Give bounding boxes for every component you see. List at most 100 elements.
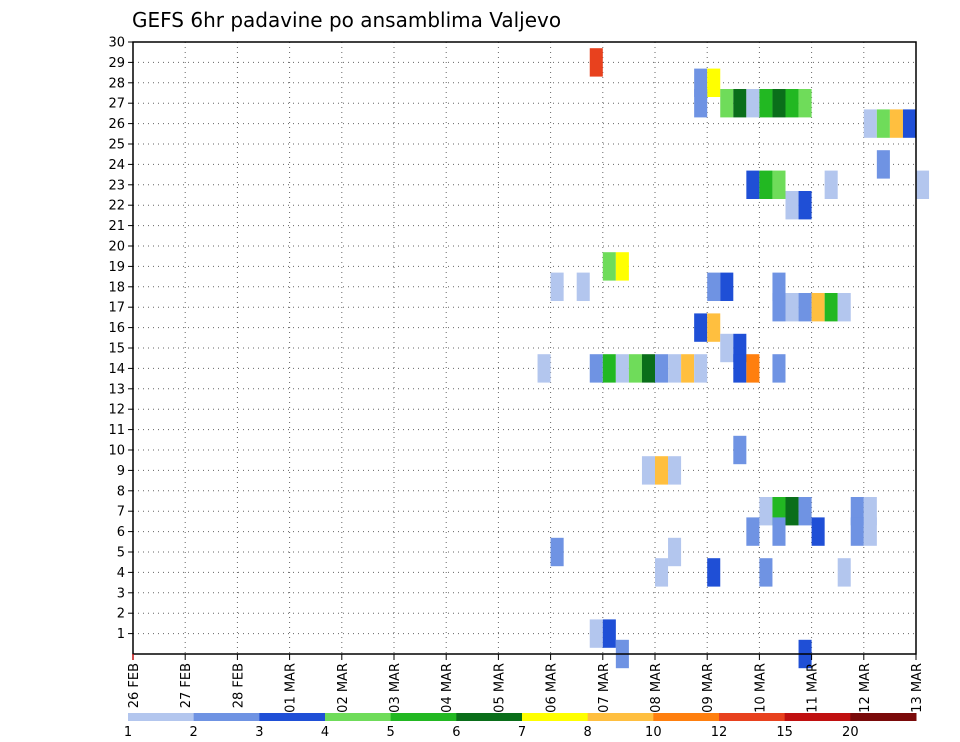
x-tick-label: 04 MAR (440, 663, 455, 713)
heatmap-cell (759, 497, 773, 526)
heatmap-cell (655, 558, 669, 587)
heatmap-cell (720, 89, 734, 118)
y-tick-label: 4 (117, 566, 125, 581)
y-tick-label: 8 (117, 484, 125, 499)
colorbar-label: 12 (711, 725, 728, 740)
y-tick-label: 29 (108, 56, 125, 71)
heatmap-cells (537, 48, 930, 669)
heatmap-cell (811, 517, 825, 546)
heatmap-cell (589, 354, 603, 383)
y-tick-label: 13 (108, 382, 125, 397)
colorbar-label: 6 (452, 725, 460, 740)
heatmap-cell (733, 89, 747, 118)
colorbar-swatch (325, 713, 392, 721)
heatmap-cell (824, 170, 838, 199)
x-tick-label: 08 MAR (649, 663, 664, 713)
colorbar-swatch (719, 713, 786, 721)
colorbar-label: 2 (190, 725, 198, 740)
heatmap-cell (602, 354, 616, 383)
heatmap-cell (733, 354, 747, 383)
heatmap-cell (876, 109, 890, 138)
heatmap-cell (876, 150, 890, 179)
y-tick-label: 22 (108, 199, 125, 214)
heatmap-cell (902, 109, 916, 138)
heatmap-cell (733, 435, 747, 465)
heatmap-cell (576, 272, 590, 301)
y-tick-label: 19 (108, 260, 125, 275)
heatmap-cell (746, 517, 760, 546)
y-tick-label: 3 (117, 586, 125, 601)
x-tick-label: 06 MAR (545, 663, 560, 713)
y-tick-label: 17 (108, 301, 125, 316)
colorbar-label: 20 (842, 725, 859, 740)
y-tick-label: 30 (108, 36, 125, 51)
y-tick-label: 11 (108, 423, 125, 438)
heatmap-cell (681, 354, 695, 383)
heatmap-cell (759, 558, 773, 587)
colorbar-label: 8 (584, 725, 592, 740)
colorbar-swatch (456, 713, 523, 721)
heatmap-cell (889, 109, 903, 138)
colorbar-label: 15 (776, 725, 793, 740)
heatmap-cell (837, 293, 851, 322)
heatmap-cell (655, 354, 669, 383)
heatmap-cell (798, 191, 812, 220)
y-tick-label: 2 (117, 607, 125, 622)
heatmap-cell (837, 558, 851, 587)
heatmap-cell (746, 170, 760, 199)
heatmap-cell (655, 456, 669, 485)
heatmap-cell (668, 456, 682, 485)
colorbar-swatch (587, 713, 654, 721)
heatmap-cell (720, 272, 734, 301)
heatmap-cell (772, 89, 786, 118)
y-tick-label: 24 (108, 158, 125, 173)
heatmap-cell (707, 313, 721, 342)
heatmap-cell (759, 170, 773, 199)
y-tick-label: 10 (108, 444, 125, 459)
x-tick-label: 12 MAR (858, 663, 873, 713)
heatmap-cell (589, 619, 603, 648)
heatmap-cell (615, 354, 629, 383)
colorbar-swatch (522, 713, 589, 721)
heatmap-cell (641, 456, 655, 485)
heatmap-cell (785, 89, 799, 118)
heatmap-cell (824, 293, 838, 322)
y-tick-label: 18 (108, 280, 125, 295)
heatmap-cell (694, 313, 708, 342)
heatmap-cell (746, 354, 760, 383)
y-tick-label: 15 (108, 342, 125, 357)
colorbar-swatch (653, 713, 720, 721)
y-tick-label: 1 (117, 627, 125, 642)
heatmap-cell (537, 354, 551, 383)
x-tick-label: 13 MAR (910, 663, 925, 713)
heatmap-cell (772, 293, 786, 322)
heatmap-cell (863, 109, 877, 138)
y-tick-label: 7 (117, 505, 125, 520)
heatmap-cell (628, 354, 642, 383)
heatmap-cell (785, 293, 799, 322)
x-tick-label: 27 FEB (179, 663, 194, 708)
chart-title: GEFS 6hr padavine po ansamblima Valjevo (132, 8, 561, 32)
colorbar-swatch (390, 713, 457, 721)
y-tick-label: 12 (108, 403, 125, 418)
colorbar-label: 3 (255, 725, 263, 740)
heatmap-cell (772, 517, 786, 546)
colorbar-swatch (784, 713, 851, 721)
heatmap-cell (615, 252, 629, 281)
heatmap-cell (589, 48, 603, 77)
heatmap-cell (759, 89, 773, 118)
heatmap-cell (785, 497, 799, 526)
heatmap-cell (707, 272, 721, 301)
x-tick-label: 03 MAR (388, 663, 403, 713)
x-tick-label: 28 FEB (231, 663, 246, 708)
colorbar-label: 1 (124, 725, 132, 740)
grid-lines (133, 42, 916, 654)
heatmap-cell (694, 89, 708, 118)
y-tick-label: 16 (108, 321, 125, 336)
heatmap-cell (916, 170, 930, 199)
colorbar-label: 10 (645, 725, 662, 740)
heatmap-cell (798, 293, 812, 322)
heatmap-cell (785, 191, 799, 220)
colorbar-swatch (850, 713, 917, 721)
y-tick-label: 6 (117, 525, 125, 540)
